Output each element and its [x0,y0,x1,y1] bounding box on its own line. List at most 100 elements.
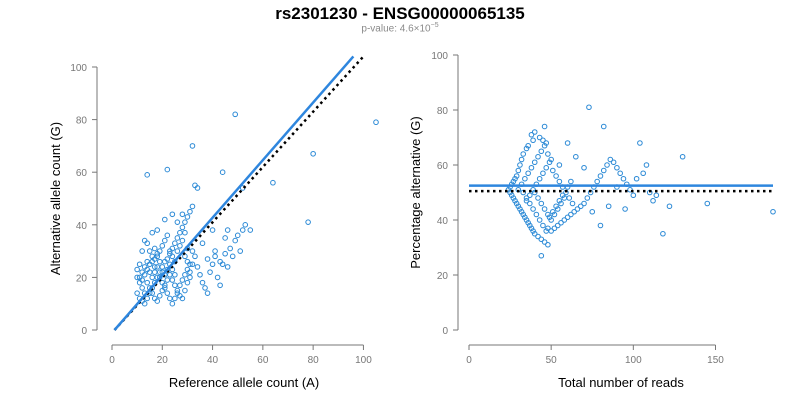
left-data-point [177,243,183,249]
left-data-point [159,243,166,249]
right-data-point [584,195,591,201]
left-reference-line [113,55,365,331]
right-x-tick-label: 0 [466,355,472,366]
left-data-point [207,269,213,275]
left-data-point [194,264,201,270]
left-data-point [167,271,173,278]
left-data-point [234,232,241,239]
left-data-point [139,285,145,291]
left-data-point [169,300,176,307]
right-data-point [535,233,541,240]
right-data-point [531,159,538,166]
left-data-point [227,245,233,252]
right-data-point [522,175,528,182]
right-data-point [530,206,536,212]
right-data-point [528,225,535,232]
right-x-tick-label: 100 [625,355,642,366]
left-data-point [139,248,145,254]
left-y-tick-label: 40 [76,221,88,232]
right-data-point [622,206,628,212]
left-data-point [136,261,143,268]
right-data-point [527,200,533,207]
left-data-point [162,237,168,244]
right-data-point [540,170,546,177]
left-data-point [187,208,193,215]
right-data-point [581,164,587,171]
right-data-point [543,140,550,146]
left-data-point [212,248,218,254]
left-data-point [154,250,161,257]
right-y-axis-label: Percentage alternative (G) [408,116,423,268]
left-data-point [222,235,228,241]
right-data-point [605,203,612,210]
right-data-point [541,123,548,130]
left-data-point [214,274,221,281]
right-data-point [617,170,623,177]
left-data-point [310,150,316,157]
left-data-point [242,222,249,228]
right-data-point [630,192,637,199]
left-data-point [169,211,176,218]
right-x-axis-label: Total number of reads [558,375,684,390]
left-x-tick-label: 40 [207,355,219,366]
left-data-point [177,229,183,236]
left-data-point [172,271,178,278]
left-data-point [184,279,191,286]
left-data-point [134,274,140,281]
right-data-point [545,211,551,218]
right-data-point [515,203,522,210]
right-data-point [531,230,538,237]
left-data-point [169,277,176,283]
p-value-exponent: −5 [430,22,439,29]
right-data-point [551,225,558,232]
left-data-point [189,143,196,149]
right-x-tick-label: 150 [707,355,724,366]
left-data-point [182,219,188,225]
right-data-point [568,178,574,185]
right-data-point [522,214,528,221]
left-data-point [373,119,379,126]
right-data-point [508,192,515,199]
right-data-point [523,217,530,223]
left-data-point [172,240,178,247]
right-data-point [679,153,686,160]
right-data-point [536,217,543,223]
right-y-tick-label: 40 [437,216,449,227]
right-data-point [527,192,533,199]
left-data-point [182,229,188,236]
right-data-point [571,208,577,215]
left-data-point [189,248,196,254]
right-data-point [515,167,522,174]
right-data-point [597,173,604,179]
left-x-tick-label: 80 [308,355,320,366]
right-data-point [561,195,568,201]
left-data-point [217,282,223,289]
right-data-point [545,241,551,248]
right-data-point [513,200,520,207]
right-data-point [538,148,545,155]
right-data-point [554,206,561,212]
left-data-point [144,172,150,178]
right-x-tick-label: 50 [546,355,558,366]
right-data-point [520,151,527,157]
left-y-tick-label: 100 [70,63,87,74]
right-data-point [530,228,536,234]
right-data-point [510,195,517,201]
left-data-point [154,298,161,304]
left-data-point [179,295,186,302]
left-data-point [182,287,188,294]
right-data-point [589,208,596,215]
right-data-point [536,175,543,182]
right-data-point [660,230,666,237]
left-data-point [156,293,163,299]
left-data-point [224,264,231,270]
right-data-point [518,208,525,215]
left-data-point [192,253,198,260]
right-data-point [525,170,531,177]
right-data-point [513,173,520,179]
left-data-point [212,253,218,260]
right-y-tick-label: 80 [437,106,449,117]
left-data-point [232,111,238,118]
right-data-point [535,195,541,201]
